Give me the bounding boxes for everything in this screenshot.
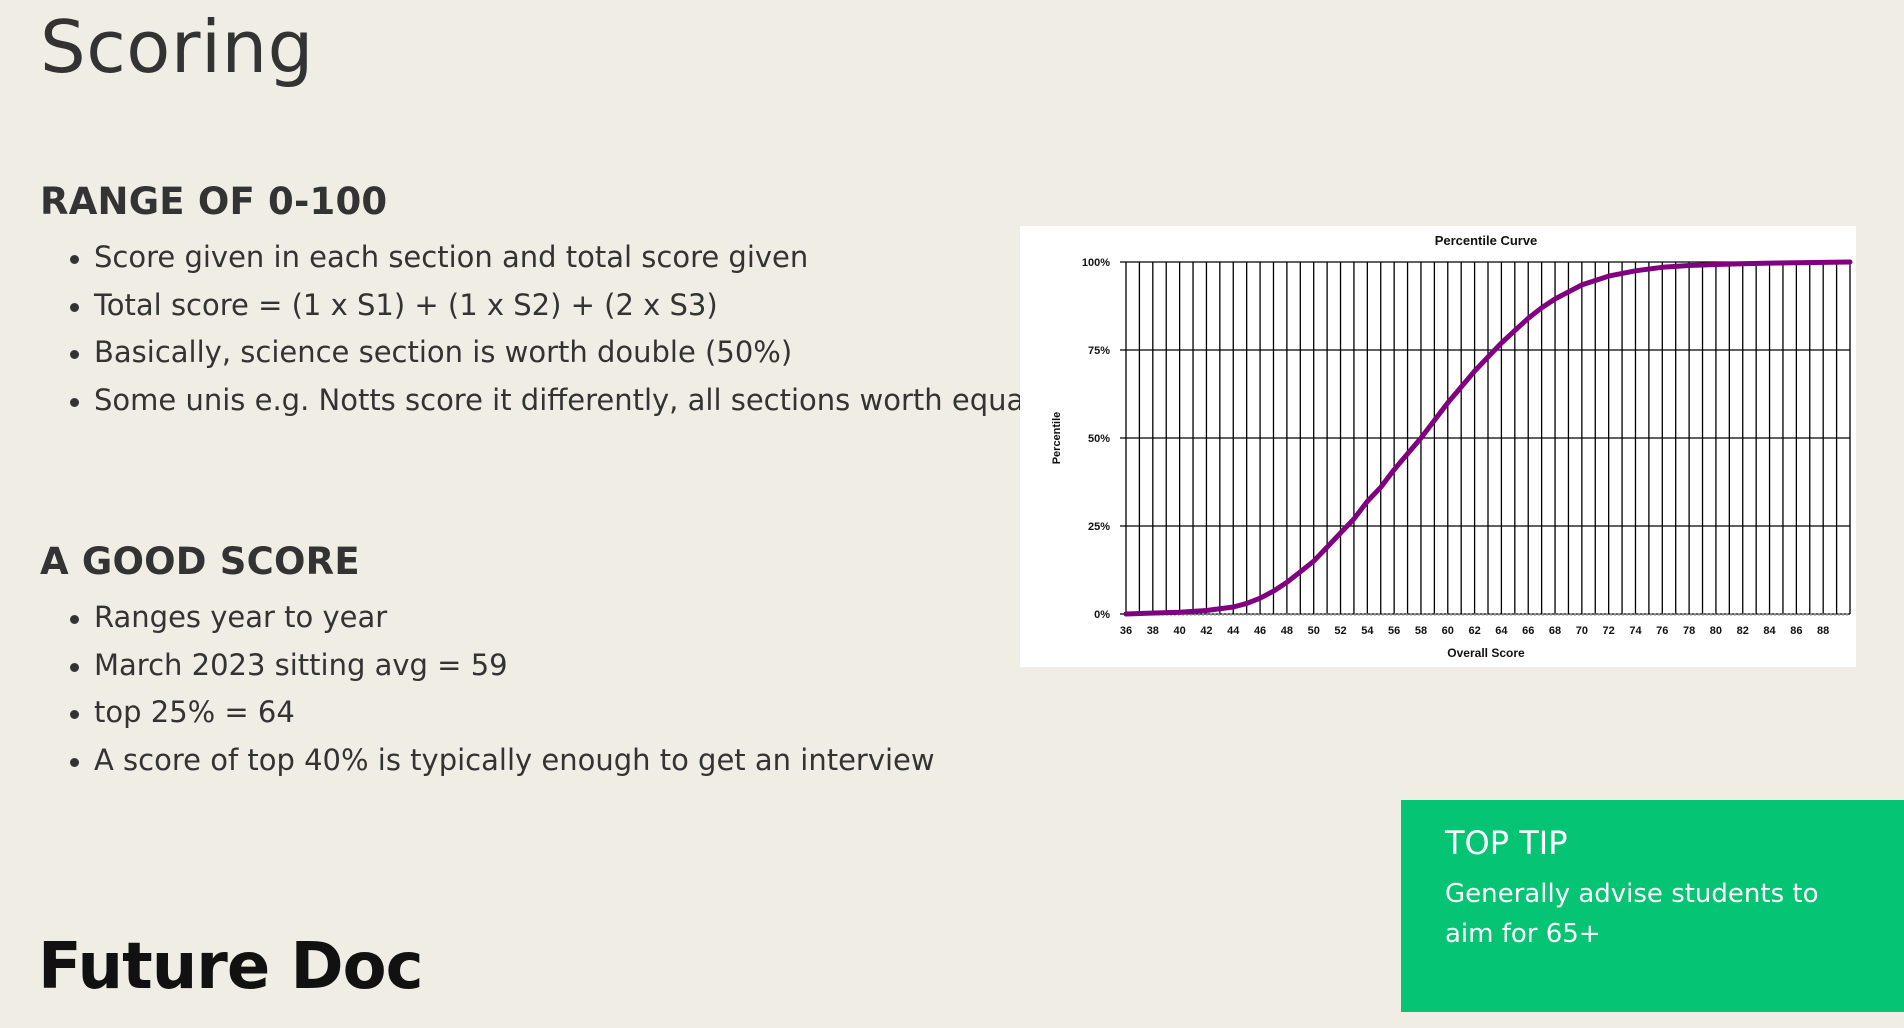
tip-title: TOP TIP <box>1445 824 1568 862</box>
chart-x-tick-label: 70 <box>1576 625 1588 637</box>
bullet-item: Some unis e.g. Notts score it differentl… <box>70 377 1032 425</box>
section-range: RANGE OF 0-100 Score given in each secti… <box>40 180 1032 425</box>
chart-x-tick-label: 84 <box>1763 625 1776 637</box>
chart-x-tick-label: 40 <box>1174 625 1186 637</box>
chart-x-tick-label: 52 <box>1334 625 1346 637</box>
chart-y-tick-label: 0% <box>1094 609 1110 621</box>
chart-x-tick-label: 64 <box>1495 625 1508 637</box>
bullet-item: A score of top 40% is typically enough t… <box>70 737 1020 785</box>
chart-x-tick-label: 66 <box>1522 625 1534 637</box>
percentile-chart: 0% 25% 50% 75% 100% 36 38 40 42 44 46 48 50 52 54 56 58 6… <box>1020 226 1856 667</box>
chart-x-tick-label: 88 <box>1817 625 1829 637</box>
bullet-item: Score given in each section and total sc… <box>70 234 1020 282</box>
bullet-item: Basically, science section is worth doub… <box>70 329 1020 377</box>
chart-series <box>1123 259 1853 617</box>
bullet-item: Total score = (1 x S1) + (1 x S2) + (2 x… <box>70 282 1020 330</box>
top-tip-box: TOP TIP Generally advise students to aim… <box>1401 800 1904 1012</box>
bullet-list: Ranges year to year March 2023 sitting a… <box>40 594 1020 784</box>
chart-x-tick-label: 78 <box>1683 625 1695 637</box>
slide-title: Scoring <box>40 5 314 89</box>
chart-x-tick-label: 58 <box>1415 625 1427 637</box>
chart-ticks: 0% 25% 50% 75% 100% 36 38 40 42 44 46 48 50 52 54 56 58 6… <box>1082 257 1829 637</box>
chart-x-tick-label: 86 <box>1790 625 1802 637</box>
brand-logo: Future Doc <box>38 930 424 1004</box>
bullet-item: Ranges year to year <box>70 594 1020 642</box>
chart-y-tick-label: 75% <box>1088 345 1110 357</box>
chart-svg: 0% 25% 50% 75% 100% 36 38 40 42 44 46 48 50 52 54 56 58 6… <box>1051 233 1853 660</box>
bullet-item: March 2023 sitting avg = 59 <box>70 642 1020 690</box>
chart-y-tick-label: 50% <box>1088 433 1110 445</box>
chart-x-tick-label: 48 <box>1281 625 1293 637</box>
chart-x-tick-label: 74 <box>1629 625 1642 637</box>
chart-x-tick-label: 72 <box>1603 625 1615 637</box>
chart-x-tick-label: 82 <box>1737 625 1749 637</box>
chart-x-tick-label: 42 <box>1200 625 1212 637</box>
chart-y-axis-label: Percentile <box>1051 412 1063 465</box>
chart-x-tick-label: 50 <box>1308 625 1320 637</box>
chart-y-tick-label: 100% <box>1082 257 1110 269</box>
chart-x-tick-label: 60 <box>1442 625 1454 637</box>
chart-x-tick-label: 62 <box>1468 625 1480 637</box>
chart-x-tick-label: 80 <box>1710 625 1722 637</box>
chart-x-tick-label: 68 <box>1549 625 1561 637</box>
chart-x-tick-label: 76 <box>1656 625 1668 637</box>
chart-x-tick-label: 46 <box>1254 625 1266 637</box>
chart-grid <box>1120 261 1851 616</box>
bullet-list: Score given in each section and total sc… <box>40 234 1032 425</box>
tip-text: Generally advise students to aim for 65+ <box>1445 879 1819 950</box>
chart-series-line <box>1123 259 1853 617</box>
chart-y-tick-label: 25% <box>1088 521 1110 533</box>
chart-x-tick-label: 38 <box>1147 625 1159 637</box>
chart-x-tick-label: 36 <box>1120 625 1132 637</box>
chart-x-tick-label: 56 <box>1388 625 1400 637</box>
chart-x-tick-label: 44 <box>1227 625 1240 637</box>
chart-x-axis-label: Overall Score <box>1447 646 1525 660</box>
chart-title: Percentile Curve <box>1435 233 1538 248</box>
bullet-item: top 25% = 64 <box>70 689 1020 737</box>
section-good-score: A GOOD SCORE Ranges year to year March 2… <box>40 540 1020 784</box>
section-heading: RANGE OF 0-100 <box>40 180 388 223</box>
section-heading: A GOOD SCORE <box>40 540 360 583</box>
chart-x-tick-label: 54 <box>1361 625 1374 637</box>
